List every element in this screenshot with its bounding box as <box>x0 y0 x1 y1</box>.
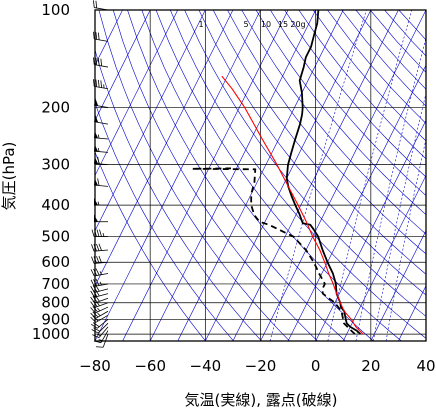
dry-adiabat <box>95 48 262 341</box>
x-tick-label: −60 <box>134 357 166 375</box>
x-tick-label: −20 <box>245 357 277 375</box>
dry-adiabat <box>141 10 374 341</box>
mixing-ratio-labels: 1 5 10 15 20g <box>198 20 305 29</box>
wind-barb <box>93 31 109 42</box>
wind-barb <box>93 79 109 90</box>
isotherm <box>370 229 426 341</box>
dry-adiabat <box>212 10 426 275</box>
x-tick-label: −80 <box>79 357 111 375</box>
y-tick-label: 400 <box>41 196 70 214</box>
dry-adiabat <box>241 10 426 235</box>
mixing-ratio-line <box>373 92 426 341</box>
mixing-ratio-label: 20g <box>290 20 305 29</box>
y-tick-label: 800 <box>41 294 70 312</box>
wind-barb <box>93 57 109 68</box>
dry-adiabat <box>112 10 318 341</box>
dry-adiabat <box>95 101 234 341</box>
dry-adiabat <box>98 10 290 341</box>
isotherm <box>315 119 426 341</box>
parcel-path-line <box>221 75 364 335</box>
wind-barb <box>91 318 109 329</box>
dry-adiabat <box>284 10 426 178</box>
dry-adiabat <box>155 10 402 341</box>
dewpoint-profile-line <box>191 167 356 335</box>
x-tick-label: 40 <box>416 357 435 375</box>
y-tick-label: 700 <box>41 275 70 293</box>
dry-adiabat <box>198 10 426 296</box>
y-tick-label: 600 <box>41 253 70 271</box>
dry-adiabat <box>127 10 346 341</box>
y-tick-label: 200 <box>41 99 70 117</box>
dry-adiabat <box>227 10 426 255</box>
dry-adiabat <box>170 10 426 339</box>
profile-lines <box>191 10 364 335</box>
plot-frame <box>94 9 427 342</box>
isotherm <box>260 10 426 341</box>
isotherm <box>95 10 206 232</box>
x-tick-label: −40 <box>190 357 222 375</box>
mixing-ratio-label: 10 <box>261 20 271 29</box>
mixing-ratio-label: 1 <box>198 20 203 29</box>
x-tick-labels: −80 −60 −40 −20 0 20 40 <box>79 357 435 375</box>
mixing-ratio-line <box>269 10 367 341</box>
y-tick-label: 500 <box>41 228 70 246</box>
isotherm <box>95 10 151 122</box>
isotherm <box>149 10 316 341</box>
y-tick-label: 100 <box>41 1 70 19</box>
dry-adiabat <box>270 10 426 197</box>
isotherm <box>205 10 372 341</box>
wind-barb <box>92 326 109 339</box>
y-tick-label: 900 <box>41 310 70 328</box>
x-tick-label: 20 <box>361 357 380 375</box>
mixing-ratio-label: 15 <box>278 20 288 29</box>
dry-adiabat <box>95 151 206 341</box>
mixing-ratio-line <box>385 137 426 341</box>
isotherm <box>95 10 261 341</box>
mixing-ratio-label: 5 <box>243 20 248 29</box>
x-axis-label: 気温(実線), 露点(破線) <box>185 391 338 409</box>
x-tick-label: 0 <box>311 357 321 375</box>
y-tick-label: 1000 <box>32 325 70 343</box>
y-tick-label: 300 <box>41 156 70 174</box>
y-axis-label: 気圧(hPa) <box>0 142 18 211</box>
wind-barb <box>90 268 109 277</box>
dry-adiabat <box>298 10 426 160</box>
dry-adiabat <box>255 10 426 216</box>
